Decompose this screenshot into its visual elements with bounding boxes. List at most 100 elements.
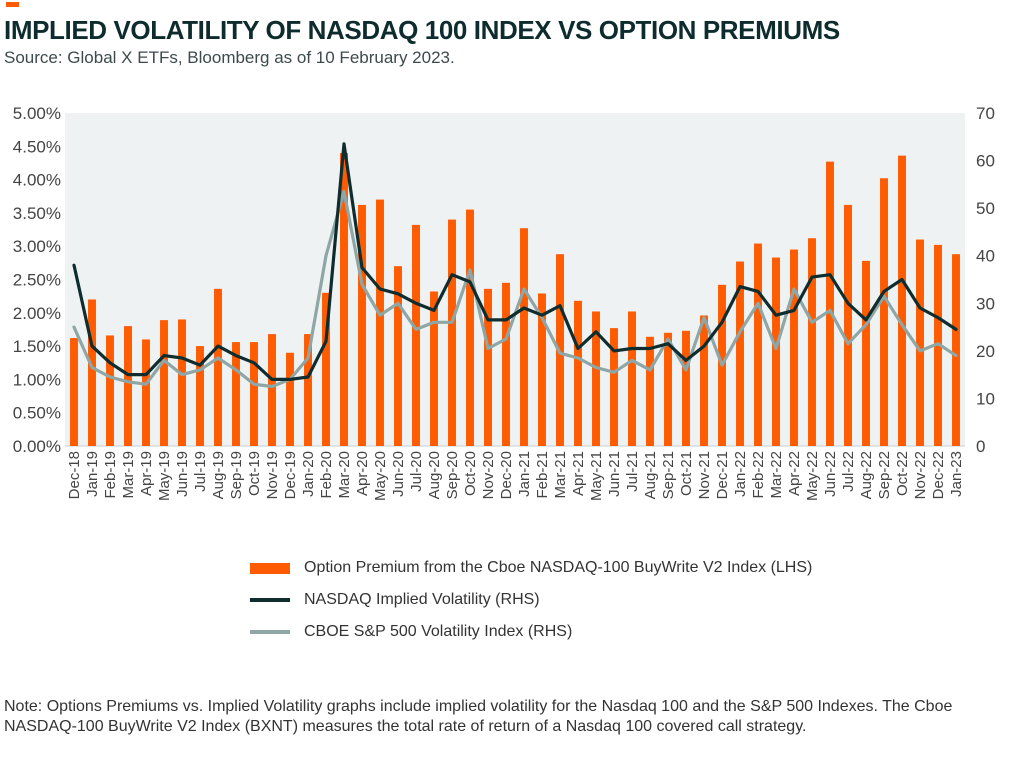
bar-premium [502, 282, 510, 446]
x-tick-label: Jan-21 [516, 451, 533, 497]
x-tick-label: Jun-20 [390, 451, 407, 497]
x-tick-label: Jan-20 [300, 451, 317, 497]
x-tick-label: Nov-22 [912, 451, 929, 499]
bar-premium [88, 299, 96, 446]
bar-premium [646, 336, 654, 446]
bar-premium [214, 288, 222, 446]
legend-item-premium: Option Premium from the Cboe NASDAQ-100 … [250, 552, 812, 584]
x-tick-label: Dec-18 [66, 451, 83, 499]
bar-premium [322, 292, 330, 446]
x-tick-label: Oct-22 [894, 451, 911, 496]
bar-premium [592, 311, 600, 446]
legend-item-nasdaq-iv: NASDAQ Implied Volatility (RHS) [250, 584, 812, 616]
x-tick-label: Jul-20 [408, 451, 425, 492]
bar-premium [232, 342, 240, 446]
legend-swatch-bar [250, 562, 290, 574]
x-tick-label: Nov-20 [480, 451, 497, 499]
bar-premium [376, 199, 384, 446]
x-tick-label: Mar-21 [552, 451, 569, 499]
bar-premium [952, 254, 960, 446]
x-tick-label: Jun-22 [822, 451, 839, 497]
bar-premium [178, 319, 186, 446]
legend-swatch-dark-line [250, 598, 290, 602]
bar-premium [358, 204, 366, 446]
x-tick-label: Aug-22 [858, 451, 875, 499]
bar-premium [682, 330, 690, 446]
combo-chart: 0.00% 0.50% 1.00% 1.50% 2.00% 2.50% 3.00% 3.50%… [13, 104, 995, 501]
bar-premium [412, 224, 420, 446]
bar-premium [700, 315, 708, 446]
x-tick-label: Aug-20 [426, 451, 443, 499]
x-tick-label: Aug-19 [210, 451, 227, 499]
x-tick-label: Jun-21 [606, 451, 623, 497]
y-left-tick-label: 0.00% [13, 437, 61, 456]
y-right-tick-label: 50 [976, 199, 995, 218]
x-tick-label: May-20 [372, 451, 389, 501]
accent-bar [6, 2, 19, 7]
bar-premium [916, 239, 924, 446]
y-left-tick-label: 2.50% [13, 271, 61, 290]
line-nasdaq-implied-volatility [72, 142, 958, 381]
legend-label-nasdaq-iv: NASDAQ Implied Volatility (RHS) [304, 591, 540, 608]
x-tick-label: Jun-19 [174, 451, 191, 497]
x-tick-label: Nov-19 [264, 451, 281, 499]
x-tick-label: Jan-19 [84, 451, 101, 497]
bar-premium [772, 257, 780, 446]
x-tick-label: Oct-21 [678, 451, 695, 496]
y-right-tick-label: 30 [976, 294, 995, 313]
x-tick-label: Apr-22 [786, 451, 803, 496]
bar-premium [844, 204, 852, 446]
x-tick-label: Sep-19 [228, 451, 245, 499]
x-tick-label: May-19 [156, 451, 173, 501]
y-left-tick-label: 3.50% [13, 204, 61, 223]
bar-premium [484, 288, 492, 446]
y-left-tick-label: 5.00% [13, 104, 61, 123]
bar-premium [340, 152, 348, 446]
x-tick-label: May-22 [804, 451, 821, 501]
bar-premium [124, 326, 132, 446]
y-left-tick-label: 4.00% [13, 171, 61, 190]
bar-premium [790, 249, 798, 446]
bar-premium [196, 346, 204, 446]
x-tick-label: Sep-21 [660, 451, 677, 499]
footnote: Note: Options Premiums vs. Implied Volat… [4, 698, 953, 735]
y-right-tick-label: 40 [976, 247, 995, 266]
bar-premium [70, 338, 78, 446]
x-tick-label: Jul-19 [192, 451, 209, 492]
y-left-tick-label: 3.00% [13, 237, 61, 256]
bar-premium [250, 342, 258, 446]
x-tick-label: Apr-21 [570, 451, 587, 496]
x-tick-label: Jan-22 [732, 451, 749, 497]
bar-premium [160, 320, 168, 446]
x-tick-label: Mar-22 [768, 451, 785, 499]
x-tick-label: Oct-20 [462, 451, 479, 496]
x-tick-label: Feb-20 [318, 451, 335, 499]
bar-premium [466, 209, 474, 446]
bar-premium [448, 219, 456, 446]
x-tick-label: Sep-20 [444, 451, 461, 499]
bar-premium [808, 238, 816, 446]
legend: Option Premium from the Cboe NASDAQ-100 … [250, 552, 812, 648]
x-tick-label: Feb-19 [102, 451, 119, 499]
bar-premium [880, 178, 888, 446]
chart-title: IMPLIED VOLATILITY OF NASDAQ 100 INDEX V… [4, 15, 840, 45]
y-right-tick-label: 60 [976, 152, 995, 171]
legend-label-premium: Option Premium from the Cboe NASDAQ-100 … [304, 559, 813, 576]
x-tick-label: Apr-19 [138, 451, 155, 496]
bar-premium [826, 161, 834, 447]
x-tick-label: Dec-20 [498, 451, 515, 499]
x-tick-label: Dec-19 [282, 451, 299, 499]
y-right-tick-label: 10 [976, 389, 995, 408]
y-left-tick-label: 4.50% [13, 137, 61, 156]
bar-premium [736, 261, 744, 446]
bar-premium [898, 155, 906, 446]
y-left-tick-label: 1.00% [13, 370, 61, 389]
y-left-tick-label: 1.50% [13, 337, 61, 356]
bar-premium [610, 328, 618, 446]
x-tick-label: Dec-22 [930, 451, 947, 499]
bar-premium [394, 266, 402, 446]
chart-source: Source: Global X ETFs, Bloomberg as of 1… [4, 48, 455, 67]
bar-premium [628, 311, 636, 446]
bar-premium [664, 332, 672, 446]
x-tick-label: Sep-22 [876, 451, 893, 499]
